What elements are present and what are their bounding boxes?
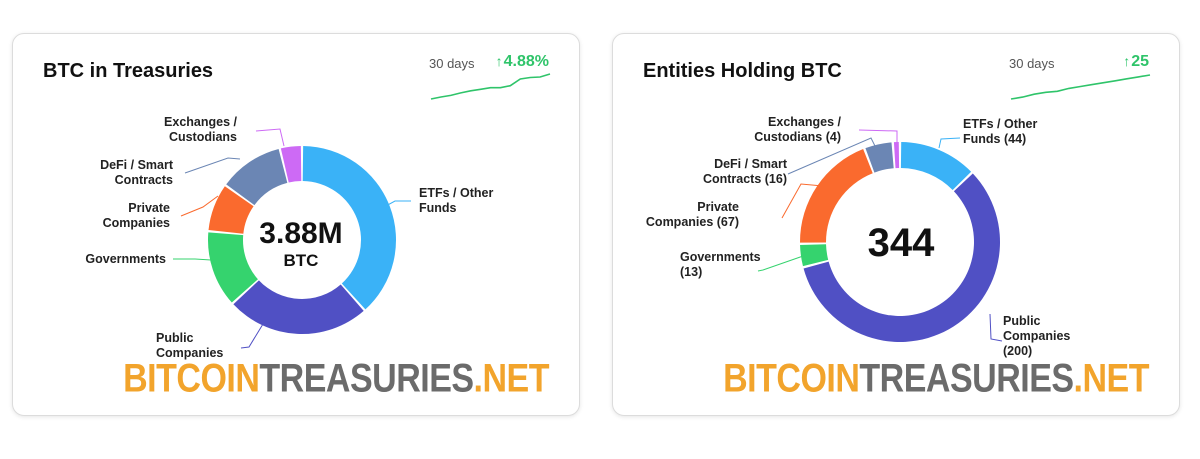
leader-line-etfs — [383, 200, 411, 208]
change-indicator: ↑25 — [1123, 53, 1149, 71]
leader-line-etfs — [938, 137, 961, 149]
label-governments: Governments (13) — [680, 250, 761, 279]
leader-line-governments — [757, 254, 807, 272]
slice-governments — [800, 244, 829, 267]
label-defi: DeFi / Smart Contracts — [100, 158, 173, 187]
label-etfs: ETFs / Other Funds — [419, 186, 494, 215]
leader-line-private — [180, 195, 219, 217]
slice-etfs — [302, 146, 396, 310]
leader-line-defi — [787, 137, 878, 175]
bitcointreasuries-logo: BITCOINTREASURIES.NET — [123, 356, 549, 401]
label-exchanges: Exchanges / Custodians (4) — [754, 115, 841, 144]
card-title: Entities Holding BTC — [643, 60, 842, 82]
center-value: 3.88M — [259, 217, 343, 250]
change-value: 4.88% — [503, 53, 549, 70]
leader-line-public — [989, 313, 1003, 342]
label-private: Private Companies (67) — [645, 200, 739, 229]
up-arrow-icon: ↑ — [495, 53, 503, 69]
slice-exchanges — [280, 146, 302, 183]
slice-private — [800, 149, 873, 243]
change-indicator: ↑4.88% — [496, 53, 549, 71]
leader-line-exchanges — [858, 129, 898, 144]
label-exchanges: Exchanges / Custodians — [164, 115, 237, 144]
label-private: Private Companies — [102, 201, 170, 230]
slice-public — [803, 173, 1000, 343]
entities-holding-btc-card: Entities Holding BTC 30 days ↑25 344 ETF… — [612, 33, 1180, 416]
change-value: 25 — [1131, 53, 1149, 70]
label-public: Public Companies — [156, 331, 224, 360]
leader-line-governments — [173, 258, 212, 261]
label-etfs: ETFs / Other Funds (44) — [963, 117, 1038, 146]
label-governments: Governments — [85, 252, 166, 266]
donut-chart — [173, 128, 411, 349]
center-value: 344 — [867, 221, 935, 265]
slice-defi — [226, 148, 288, 206]
slice-governments — [208, 232, 258, 303]
card-title: BTC in Treasuries — [43, 60, 214, 82]
leader-line-private — [781, 183, 824, 219]
bitcointreasuries-logo: BITCOINTREASURIES.NET — [723, 356, 1149, 401]
leader-line-defi — [184, 157, 241, 174]
period-label: 30 days — [429, 56, 475, 71]
slice-public — [233, 280, 364, 334]
btc-in-treasuries-card: BTC in Treasuries 30 days ↑4.88% 3.88M B… — [12, 33, 580, 416]
label-defi: DeFi / Smart Contracts (16) — [702, 157, 787, 186]
slice-etfs — [900, 142, 972, 190]
donut-chart — [757, 129, 1003, 343]
slice-defi — [865, 142, 894, 173]
center-unit: BTC — [283, 251, 319, 270]
slice-exchanges — [893, 142, 900, 169]
up-arrow-icon: ↑ — [1123, 53, 1131, 69]
slice-private — [208, 186, 254, 234]
label-public: Public Companies (200) — [1003, 314, 1071, 358]
period-label: 30 days — [1009, 56, 1055, 71]
leader-line-exchanges — [255, 128, 285, 147]
leader-line-public — [240, 323, 264, 349]
